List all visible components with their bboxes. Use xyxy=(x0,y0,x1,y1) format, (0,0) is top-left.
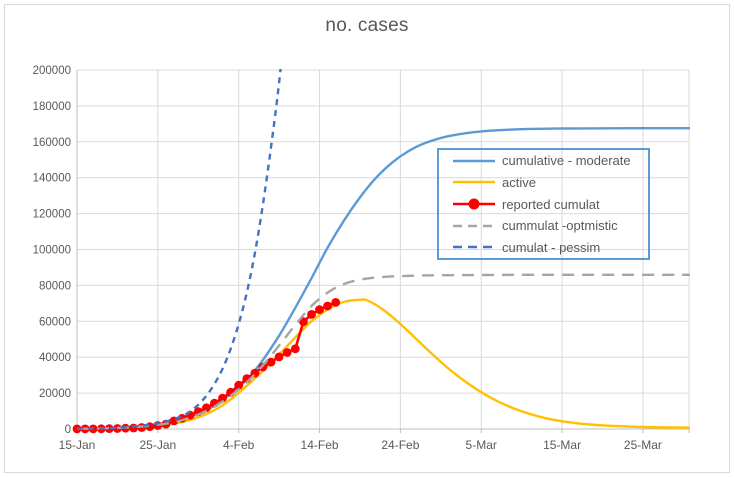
legend-sample-optimistic-line xyxy=(453,224,495,227)
reported-data-point xyxy=(72,424,82,434)
reported-data-point xyxy=(307,310,316,319)
series-line-cumulat-pessim xyxy=(76,69,282,430)
reported-data-point xyxy=(274,352,284,362)
reported-data-point xyxy=(290,344,300,354)
y-tick-label: 80000 xyxy=(39,280,71,292)
legend-item-reported-cumulat[interactable]: reported cumulat xyxy=(451,193,648,215)
y-tick-label: 120000 xyxy=(33,209,71,221)
reported-data-point xyxy=(282,348,292,357)
legend-item-active[interactable]: active xyxy=(451,172,648,194)
legend: cumulative - moderate active reported cu… xyxy=(437,148,650,260)
reported-data-point xyxy=(234,380,244,390)
x-tick-label: 15-Mar xyxy=(543,438,581,452)
reported-data-point xyxy=(104,424,114,433)
y-tick-label: 200000 xyxy=(33,65,71,77)
chart-title: no. cases xyxy=(325,15,409,36)
x-tick-label: 24-Feb xyxy=(381,438,419,452)
legend-label-reported: reported cumulat xyxy=(502,196,600,212)
legend-sample-moderate-line xyxy=(453,159,495,163)
series-line-active xyxy=(76,298,690,430)
y-tick-label: 180000 xyxy=(33,101,71,113)
x-tick-label: 14-Feb xyxy=(301,438,339,452)
reported-data-point xyxy=(331,298,341,307)
x-tick-label: 5-Mar xyxy=(466,438,497,452)
legend-label-active: active xyxy=(502,174,536,190)
y-tick-label: 140000 xyxy=(33,173,71,185)
reported-data-point xyxy=(266,357,276,367)
y-tick-label: 100000 xyxy=(33,245,71,257)
reported-data-point xyxy=(202,403,211,413)
reported-data-point xyxy=(218,393,227,403)
y-tick-label: 160000 xyxy=(33,137,71,149)
reported-data-point xyxy=(129,423,139,433)
legend-label-moderate: cumulative - moderate xyxy=(502,153,631,169)
x-tick-label: 25-Jan xyxy=(139,438,176,452)
legend-sample-pessim-line xyxy=(453,245,495,249)
legend-label-pessim: cumulat - pessim xyxy=(502,239,601,255)
y-tick-label: 20000 xyxy=(39,388,71,400)
legend-sample-active-line xyxy=(453,181,495,184)
x-tick-label: 25-Mar xyxy=(624,438,662,452)
reported-data-point xyxy=(315,305,324,314)
x-tick-label: 15-Jan xyxy=(59,438,96,452)
y-tick-label: 0 xyxy=(65,424,71,436)
legend-sample-reported-line xyxy=(453,198,495,210)
series-line-cummulat-optmistic xyxy=(76,273,690,430)
legend-item-cumulative-moderate[interactable]: cumulative - moderate xyxy=(451,150,648,172)
x-tick-label: 4-Feb xyxy=(223,438,255,452)
reported-data-point xyxy=(323,301,332,311)
legend-item-cummulat-optmistic[interactable]: cummulat -optmistic xyxy=(451,215,648,237)
y-tick-label: 60000 xyxy=(39,316,71,328)
legend-label-optimistic: cummulat -optmistic xyxy=(502,218,618,234)
legend-item-cumulat-pessim[interactable]: cumulat - pessim xyxy=(451,236,648,258)
y-tick-label: 40000 xyxy=(39,352,71,364)
